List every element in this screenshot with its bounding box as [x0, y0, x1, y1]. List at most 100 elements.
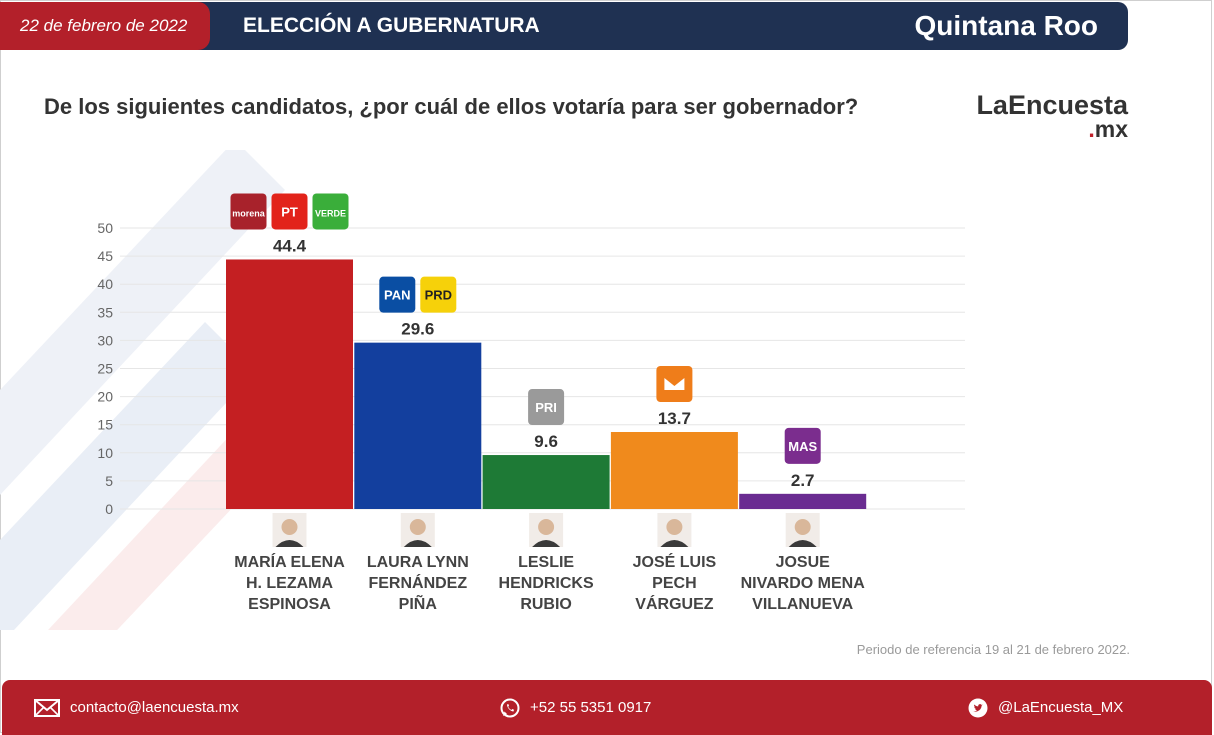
data-label: 44.4 — [273, 236, 307, 255]
party-logo-text: morena — [232, 208, 266, 218]
category-label: FERNÁNDEZ — [368, 573, 467, 592]
data-label: 13.7 — [658, 409, 691, 428]
candidate-avatar — [657, 513, 692, 547]
twitter-icon — [968, 698, 988, 717]
avatar-head — [409, 519, 426, 535]
y-tick-label: 50 — [97, 220, 113, 236]
candidate-avatar — [400, 513, 435, 547]
bar — [226, 259, 353, 509]
footer-phone[interactable]: +52 55 5351 0917 — [500, 680, 651, 735]
header-date: 22 de febrero de 2022 — [0, 2, 210, 50]
category-label: ESPINOSA — [248, 596, 331, 613]
party-logo-bg — [784, 427, 821, 464]
background-stripes — [0, 150, 285, 630]
category-label: RUBIO — [520, 596, 572, 613]
party-logo-text: VERDE — [315, 208, 346, 218]
footer-email[interactable]: contacto@laencuesta.mx — [34, 680, 239, 735]
party-logo-mas: MAS — [784, 427, 821, 464]
y-tick-label: 15 — [97, 417, 113, 433]
party-logo-bg — [379, 276, 416, 313]
decor-stripe — [0, 322, 255, 630]
y-tick-label: 20 — [97, 389, 113, 405]
whatsapp-icon — [500, 698, 520, 717]
party-logo-bg — [312, 193, 349, 230]
category-label: PECH — [652, 575, 696, 592]
footer-twitter[interactable]: @LaEncuesta_MX — [968, 680, 1123, 735]
data-label: 29.6 — [401, 320, 434, 339]
chart-bars: 44.4 morena PT VERDE MARÍA ELENA H. LEZAMA ESP… — [226, 193, 867, 613]
bar — [482, 455, 610, 509]
avatar-body — [403, 540, 432, 547]
party-logo-text: PT — [281, 204, 298, 219]
y-tick-label: 25 — [97, 361, 113, 377]
avatar-body — [788, 540, 817, 547]
footer-bar: contacto@laencuesta.mx +52 55 5351 0917 … — [2, 680, 1212, 735]
category-label: PIÑA — [399, 593, 438, 613]
header-election-title: ELECCIÓN A GUBERNATURA — [243, 14, 540, 37]
y-tick-label: 35 — [97, 304, 113, 320]
party-logo-movimiento-ciudadano — [656, 366, 693, 403]
y-axis: 0 5 10 15 20 25 30 35 40 45 50 — [97, 220, 113, 517]
avatar-head — [281, 519, 298, 535]
header-state: Quintana Roo — [914, 10, 1098, 41]
category-label: VÁRGUEZ — [635, 594, 713, 613]
bar-chart: 0 5 10 15 20 25 30 35 40 45 50 44.4 morena PT VERDE MA… — [0, 150, 965, 630]
brand-name: LaEncuesta — [976, 90, 1128, 120]
category-label: JOSÉ LUIS — [633, 552, 717, 571]
survey-question: De los siguientes candidatos, ¿por cuál … — [44, 94, 859, 119]
category-label: MARÍA ELENA — [234, 552, 345, 571]
y-tick-label: 0 — [105, 501, 113, 517]
category-label: LESLIE — [518, 554, 574, 571]
brand-logo: LaEncuesta .mx — [970, 90, 1128, 142]
bar — [739, 493, 867, 509]
reference-period-note: Periodo de referencia 19 al 21 de febrer… — [856, 642, 1130, 657]
footer-phone-text: +52 55 5351 0917 — [530, 699, 652, 716]
party-logo-pt: PT — [271, 193, 308, 230]
y-tick-label: 40 — [97, 276, 113, 292]
brand-suffix-text: mx — [1094, 116, 1128, 142]
avatar-body — [660, 540, 689, 547]
category-label: NIVARDO MENA — [741, 575, 866, 592]
y-tick-label: 30 — [97, 332, 113, 348]
party-logo-text: PRD — [425, 288, 452, 303]
party-logo-bg — [656, 366, 693, 403]
candidate-avatar — [529, 513, 564, 547]
bar — [354, 342, 482, 509]
avatar-body — [532, 540, 561, 547]
category-label: JOSUE — [776, 554, 831, 571]
party-logo-text: PRI — [535, 400, 557, 415]
y-tick-label: 5 — [105, 473, 113, 489]
party-logo-text: MAS — [788, 439, 817, 454]
candidate-avatar — [785, 513, 820, 547]
footer-twitter-text: @LaEncuesta_MX — [998, 699, 1124, 716]
avatar-head — [666, 519, 683, 535]
candidate-avatar — [272, 513, 307, 547]
decor-stripe — [48, 430, 270, 630]
category-label: VILLANUEVA — [752, 596, 853, 613]
party-logo-text: PAN — [384, 288, 410, 303]
category-label: H. LEZAMA — [246, 575, 334, 592]
eagle-icon — [664, 378, 685, 391]
category-label: HENDRICKS — [499, 575, 594, 592]
y-tick-label: 45 — [97, 248, 113, 264]
data-label: 2.7 — [791, 471, 815, 490]
party-logo-verde: VERDE — [312, 193, 349, 230]
party-logo-bg — [420, 276, 457, 313]
party-logo-bg — [271, 193, 308, 230]
party-logo-pan: PAN — [379, 276, 416, 313]
avatar-body — [275, 540, 304, 547]
party-logo-bg — [230, 193, 267, 230]
y-tick-label: 10 — [97, 445, 113, 461]
category-label: LAURA LYNN — [367, 554, 469, 571]
party-logo-morena: morena — [230, 193, 267, 230]
party-logo-prd: PRD — [420, 276, 457, 313]
footer-email-text: contacto@laencuesta.mx — [70, 699, 239, 716]
brand-suffix: .mx — [970, 116, 1128, 142]
avatar-head — [538, 519, 555, 535]
decor-stripe — [0, 150, 285, 495]
bar — [610, 432, 738, 509]
party-logo-pri: PRI — [528, 389, 565, 426]
mail-icon — [34, 698, 60, 717]
data-label: 9.6 — [534, 432, 558, 451]
brand-dot: . — [1088, 116, 1095, 142]
